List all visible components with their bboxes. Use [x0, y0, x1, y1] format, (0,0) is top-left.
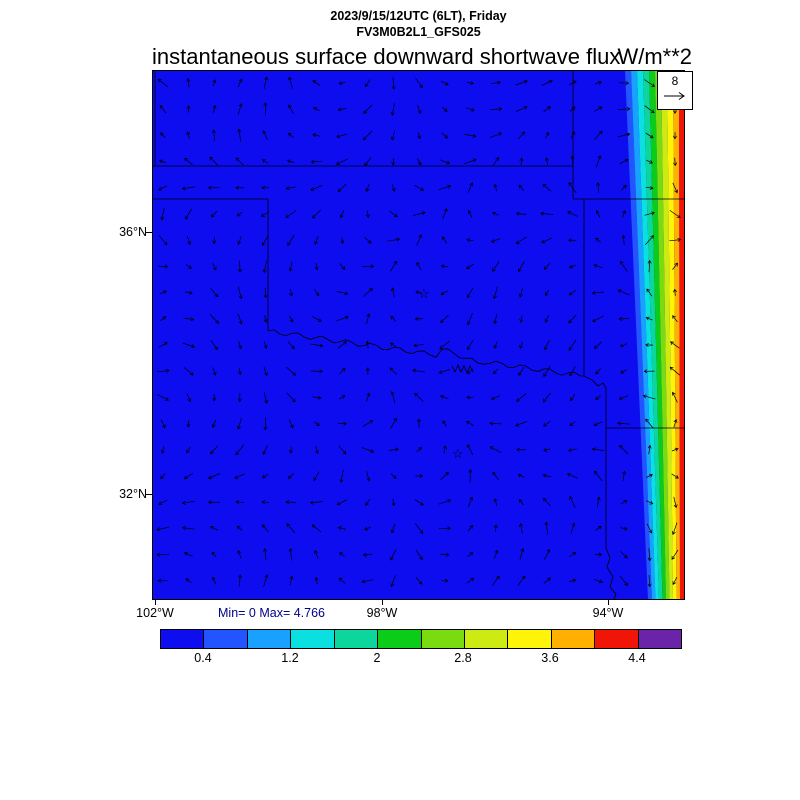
lon-tick-98w: 98°W: [366, 606, 398, 620]
flux-band: [679, 70, 685, 600]
lon-tick-102w: 102°W: [136, 606, 174, 620]
lat-tick-32n: 32°N: [119, 487, 147, 501]
colorbar-segment: [161, 630, 205, 648]
plot-title: instantaneous surface downward shortwave…: [152, 44, 621, 69]
colorbar-segment: [464, 630, 509, 648]
colorbar-tick: 2.8: [454, 651, 472, 665]
flux-band: [643, 70, 663, 600]
flux-band: [655, 70, 670, 600]
colorbar-segment: [204, 630, 248, 648]
colorbar-tick: 2: [373, 651, 381, 665]
lat-tickmark: [146, 494, 152, 495]
lat-tick-36n: 36°N: [119, 225, 147, 239]
reference-arrow-icon: [664, 92, 685, 100]
colorbar-tick: 0.4: [194, 651, 212, 665]
colorbar-segment: [247, 630, 292, 648]
lon-tick-94w: 94°W: [592, 606, 624, 620]
state-border: [267, 329, 607, 389]
colorbar-segment: [378, 630, 422, 648]
flux-band: [637, 70, 659, 600]
reference-vector-value: 8: [671, 74, 679, 88]
colorbar-segment: [638, 630, 682, 648]
state-border: [605, 547, 617, 601]
field-background: [152, 70, 685, 600]
colorbar-segment: [291, 630, 335, 648]
lon-tickmark: [608, 600, 609, 605]
state-border: [451, 363, 474, 375]
units-label: W/m**2: [617, 44, 692, 69]
colorbar-segment: [595, 630, 639, 648]
colorbar-labels: 0.4 1.2 2 2.8 3.6 4.4: [160, 651, 680, 667]
flux-band: [631, 70, 656, 600]
header-model: FV3M0B2L1_GFS025: [356, 25, 481, 39]
reference-vector-box: 8: [657, 71, 693, 110]
map-canvas: ☆☆: [152, 70, 685, 601]
map: ☆ ☆: [152, 70, 685, 601]
colorbar-tick: 3.6: [541, 651, 559, 665]
colorbar-segment: [334, 630, 379, 648]
colorbar-segment: [508, 630, 552, 648]
map-frame: [152, 70, 685, 600]
flux-band: [625, 70, 652, 600]
flux-band: [673, 70, 680, 600]
flux-band: [661, 70, 673, 600]
flux-band: [649, 70, 666, 600]
lon-tickmark: [155, 600, 156, 605]
lon-tickmark: [382, 600, 383, 605]
header-datetime: 2023/9/15/12UTC (6LT), Friday: [330, 9, 507, 23]
city-star-marker: ☆: [418, 286, 430, 301]
min-max-stats: Min= 0 Max= 4.766: [218, 606, 326, 620]
lat-tickmark: [146, 232, 152, 233]
city-star-marker: ☆: [452, 446, 464, 461]
colorbar: [160, 629, 682, 649]
colorbar-tick: 1.2: [281, 651, 299, 665]
wind-vectors: [156, 76, 682, 588]
colorbar-segment: [551, 630, 596, 648]
flux-band: [667, 70, 677, 600]
colorbar-segment: [421, 630, 465, 648]
colorbar-tick: 4.4: [628, 651, 646, 665]
